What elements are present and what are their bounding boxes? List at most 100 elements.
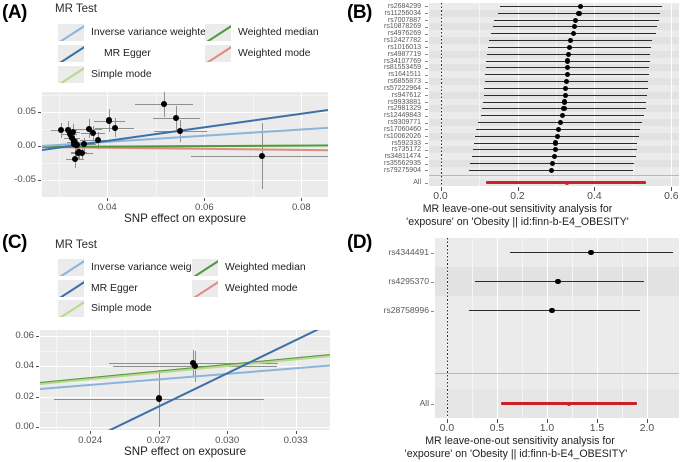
legend-label-simple-mode: Simple mode bbox=[91, 69, 152, 80]
gridline-x-minor bbox=[555, 3, 557, 186]
estimate-point bbox=[578, 3, 584, 9]
legend-label-ivw-c: Inverse variance weighted bbox=[91, 262, 212, 273]
panel-a: (A) MR Test Inverse variance weighted MR… bbox=[0, 0, 345, 230]
panel-b-snp-label-column: rs2684299 rs11256034 rs7007887 rs10878269 rs… bbox=[345, 0, 427, 190]
data-point bbox=[173, 115, 180, 122]
snp-row-tick bbox=[425, 47, 428, 49]
gridline-x-major bbox=[497, 238, 499, 418]
data-point bbox=[155, 395, 162, 402]
estimate-point bbox=[555, 126, 561, 132]
data-point bbox=[106, 117, 113, 124]
summary-separator bbox=[435, 373, 679, 374]
snp-row-tick bbox=[425, 13, 428, 15]
snp-row-tick bbox=[425, 54, 428, 56]
snp-label: rs1016013 bbox=[387, 43, 421, 51]
x-tick-label: 0.08 bbox=[291, 202, 311, 213]
snp-row-tick bbox=[425, 61, 428, 62]
legend-item-mr-egger: MR Egger bbox=[58, 45, 151, 62]
x-tick-mark bbox=[440, 187, 442, 191]
estimate-point bbox=[551, 154, 557, 160]
snp-row-tick bbox=[425, 67, 428, 69]
snp-label: rs11256034 bbox=[384, 9, 421, 17]
panel-b-x-axis: 0.0 0.2 0.4 0.6 bbox=[345, 0, 685, 230]
data-point bbox=[79, 150, 86, 157]
panel-b-plot-area bbox=[429, 3, 679, 186]
data-point bbox=[192, 363, 199, 370]
snp-label: rs2684299 bbox=[387, 2, 421, 10]
legend-label-ivw: Inverse variance weighted bbox=[91, 27, 212, 38]
snp-row-tick bbox=[425, 40, 428, 42]
gridline-x-minor bbox=[479, 3, 481, 186]
snp-row-tick bbox=[425, 26, 428, 28]
legend-key-weighted-median-c bbox=[192, 259, 218, 276]
panel-d-x-axis-title-line2: 'exposure' on 'Obesity || id:finn-b-E4_O… bbox=[404, 448, 628, 460]
snp-label: rs57222964 bbox=[384, 84, 421, 92]
panel-c-plot-area bbox=[40, 330, 330, 430]
snp-label: rs79275904 bbox=[384, 166, 421, 174]
legend-item-weighted-mode-c: Weighted mode bbox=[192, 280, 298, 297]
x-tick-mark bbox=[301, 198, 303, 201]
x-tick-label: 0.030 bbox=[215, 435, 240, 446]
snp-label: rs28758996 bbox=[383, 305, 429, 316]
legend-label-mr-egger-c: MR Egger bbox=[91, 283, 138, 294]
snp-row-tick bbox=[431, 281, 434, 283]
panel-c-label: (C) bbox=[2, 232, 27, 253]
estimate-point bbox=[555, 278, 561, 285]
x-tick-label: 0.027 bbox=[146, 435, 171, 446]
legend-key-weighted-median bbox=[205, 24, 231, 41]
summary-row-label: All bbox=[413, 179, 421, 187]
legend-item-ivw: Inverse variance weighted bbox=[58, 24, 212, 41]
gridline-x-major bbox=[107, 92, 109, 197]
legend-label-mr-egger: MR Egger bbox=[104, 48, 151, 59]
legend-label-simple-mode-c: Simple mode bbox=[91, 303, 152, 314]
data-point bbox=[189, 360, 197, 367]
estimate-point bbox=[561, 106, 567, 112]
x-tick-mark bbox=[517, 187, 519, 191]
gridline-y-minor bbox=[40, 411, 330, 413]
legend-key-weighted-mode-c bbox=[192, 280, 218, 297]
y-tick-label: 0.02 bbox=[15, 390, 34, 402]
x-tick-mark bbox=[597, 419, 598, 423]
snp-label: rs17060460 bbox=[384, 125, 421, 133]
gridline-x-major bbox=[597, 238, 599, 418]
estimate-point bbox=[570, 31, 576, 37]
legend-item-simple-mode: Simple mode bbox=[58, 66, 152, 83]
gridline-x-minor bbox=[124, 330, 126, 430]
y-tick-label: 0.05 bbox=[17, 106, 36, 118]
x-tick-mark bbox=[447, 419, 448, 423]
data-point bbox=[58, 127, 65, 134]
snp-label: rs6855873 bbox=[387, 78, 421, 85]
snp-label: rs592333 bbox=[391, 139, 421, 147]
y-tick-label: 0.06 bbox=[15, 330, 34, 342]
estimate-point bbox=[549, 160, 555, 167]
legend-label-weighted-mode-c: Weighted mode bbox=[225, 283, 298, 294]
snp-row-tick bbox=[425, 20, 428, 22]
snp-label: rs7007887 bbox=[387, 16, 421, 24]
estimate-point bbox=[561, 99, 567, 105]
estimate-point bbox=[564, 72, 570, 78]
summary-estimate-point bbox=[564, 180, 569, 185]
gridline-x-minor bbox=[193, 330, 195, 430]
y-tick-mark bbox=[36, 427, 39, 428]
estimate-point bbox=[588, 249, 594, 256]
snp-label: rs9933881 bbox=[387, 98, 421, 106]
snp-row-tick bbox=[425, 129, 428, 131]
legend-item-weighted-mode: Weighted mode bbox=[205, 45, 311, 62]
gridline-y-major bbox=[40, 427, 330, 429]
gridline-x-minor bbox=[622, 238, 624, 418]
x-tick-label: 0.6 bbox=[664, 191, 679, 202]
data-point bbox=[71, 155, 79, 162]
data-point bbox=[75, 149, 82, 156]
estimate-point bbox=[567, 38, 573, 44]
gridline-y-major bbox=[40, 396, 330, 398]
legend-key-simple-mode bbox=[58, 66, 84, 83]
x-tick-mark bbox=[90, 431, 92, 434]
data-point bbox=[66, 130, 73, 137]
snp-label: rs4976269 bbox=[387, 30, 421, 38]
panel-d-plot-area bbox=[435, 238, 679, 418]
legend-key-ivw bbox=[58, 24, 84, 41]
data-point bbox=[111, 124, 118, 131]
snp-label: rs35562935 bbox=[384, 160, 421, 167]
x-tick-mark bbox=[204, 198, 206, 201]
data-point bbox=[69, 134, 76, 141]
